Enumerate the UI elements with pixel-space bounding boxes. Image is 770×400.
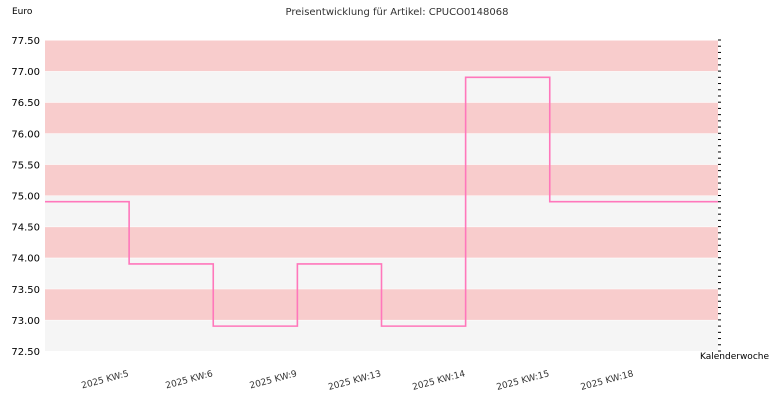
y-tick-label: 77.50 — [11, 36, 40, 47]
right-axis-ticks — [718, 39, 721, 352]
chart-title: Preisentwicklung für Artikel: CPUCO01480… — [286, 7, 509, 18]
y-axis-title: Euro — [12, 7, 33, 17]
grid-band — [45, 164, 718, 196]
x-tick-label: 2025 KW:5 — [80, 369, 129, 391]
x-tick-label: 2025 KW:9 — [249, 369, 299, 391]
x-tick-label: 2025 KW:13 — [327, 369, 382, 393]
x-axis-title: Kalenderwoche — [700, 352, 769, 362]
grid-band — [45, 40, 718, 72]
x-tick-label: 2025 KW:14 — [411, 369, 466, 393]
y-tick-label: 74.00 — [11, 254, 40, 265]
x-tick-label: 2025 KW:6 — [165, 369, 215, 391]
y-tick-label: 72.50 — [11, 347, 40, 358]
grid-band — [45, 71, 718, 103]
price-series — [45, 76, 718, 327]
y-tick-label: 73.00 — [11, 316, 40, 327]
grid-band — [45, 226, 718, 258]
y-tick-label: 77.00 — [11, 67, 40, 78]
y-tick-label: 76.00 — [11, 129, 40, 140]
y-tick-label: 75.00 — [11, 192, 40, 203]
grid-band — [45, 102, 718, 134]
y-tick-label: 73.50 — [11, 285, 40, 296]
y-axis: 72.50 73.00 73.50 74.00 74.50 75.00 75.50 76.00… — [11, 36, 40, 358]
y-tick-label: 75.50 — [11, 160, 40, 171]
y-tick-label: 74.50 — [11, 223, 40, 234]
x-tick-label: 2025 KW:15 — [496, 369, 551, 393]
y-tick-label: 76.50 — [11, 98, 40, 109]
x-tick-label: 2025 KW:18 — [580, 369, 635, 393]
grid-band — [45, 133, 718, 165]
x-axis: 2025 KW:5 2025 KW:6 2025 KW:9 2025 KW:13 202… — [80, 369, 634, 393]
series-line — [45, 76, 718, 327]
grid-band — [45, 195, 718, 227]
